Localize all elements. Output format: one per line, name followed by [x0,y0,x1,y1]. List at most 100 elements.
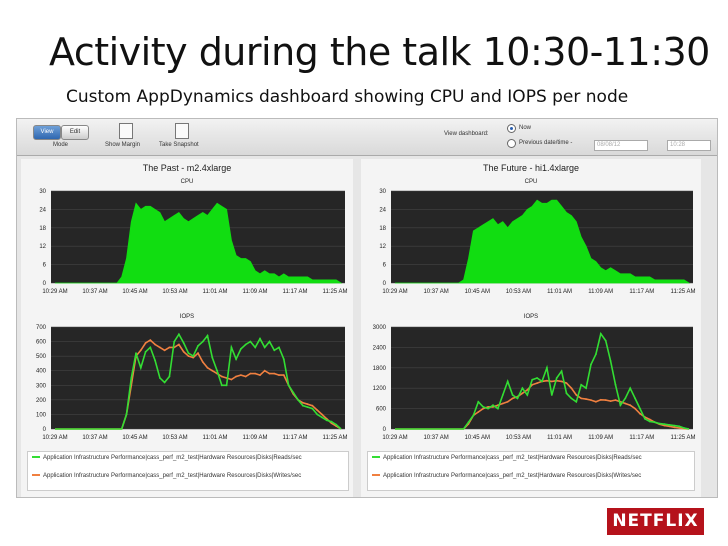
y-tick-label: 12 [39,244,46,250]
data-point-reads [570,397,573,400]
data-point-reads [678,425,681,428]
x-tick-label: 11:25 AM [323,435,348,441]
data-point-writes [178,343,180,346]
data-point-writes [511,397,514,400]
data-point-reads [178,333,180,336]
y-tick-label: 3000 [373,325,387,331]
previous-radio[interactable] [507,139,516,148]
legend-swatch-reads [32,456,40,459]
data-point-writes [506,400,509,403]
data-point-reads [306,406,309,408]
legend-item-writes: Application Infrastructure Performance|c… [32,472,301,480]
data-point-writes [321,413,323,416]
data-point-reads [163,381,166,384]
legend-label-reads: Application Infrastructure Performance|c… [383,455,642,461]
data-point-reads [560,370,563,373]
data-point-writes [580,397,583,400]
show-margin-button[interactable]: Show Margin [105,142,141,148]
data-point-reads [536,377,538,379]
data-point-reads [130,377,133,379]
data-point-reads [287,384,290,387]
data-point-writes [639,412,641,415]
data-point-writes [159,346,161,349]
data-point-reads [531,378,534,381]
data-point-writes [211,369,214,372]
data-point-reads [144,350,147,353]
data-point-writes [565,382,568,384]
data-point-reads [168,375,171,378]
data-point-reads [595,353,597,356]
data-point-writes [531,383,534,386]
now-radio[interactable] [507,124,516,133]
data-point-writes [220,375,223,378]
cpu-area [395,199,691,284]
data-point-reads [159,377,161,379]
data-point-reads [211,356,214,359]
legend-item-reads: Application Infrastructure Performance|c… [32,454,302,462]
legend-swatch-writes [372,474,380,477]
data-point-writes [316,409,319,411]
legend-label-reads: Application Infrastructure Performance|c… [43,455,302,461]
data-point-writes [590,399,592,401]
view-button[interactable]: View [33,125,61,140]
data-point-writes [268,372,271,375]
time-field[interactable]: 10:28 [667,140,711,151]
y-tick-label: 400 [36,369,47,375]
data-point-reads [467,421,470,424]
data-point-reads [254,346,257,349]
data-point-writes [139,349,142,352]
view-dashboard-label: View dashboard: [444,131,489,137]
x-tick-label: 11:01 AM [547,435,572,441]
mode-label: Mode [53,142,69,148]
data-point-reads [658,422,661,425]
data-point-reads [302,404,304,407]
y-tick-label: 200 [36,398,47,404]
data-point-reads [182,342,185,344]
data-point-reads [668,424,671,426]
data-point-reads [197,345,199,347]
edit-button[interactable]: Edit [61,125,89,140]
date-field[interactable]: 08/08/12 [594,140,648,151]
x-tick-label: 10:29 AM [382,289,407,295]
data-point-reads [546,366,548,369]
data-point-reads [330,420,333,423]
data-point-reads [511,394,514,396]
data-point-writes [263,369,266,372]
data-point-writes [560,380,563,383]
data-point-reads [629,387,632,390]
data-point-writes [187,355,190,357]
data-point-reads [644,417,646,420]
dashboard-toolbar: View Edit Mode Show Margin Take Snapshot… [17,119,717,156]
x-tick-label: 11:09 AM [243,435,268,441]
data-point-reads [575,400,578,403]
data-point-reads [206,334,209,337]
data-point-reads [216,369,219,372]
data-point-reads [477,400,480,403]
data-point-reads [282,358,285,360]
x-tick-label: 10:37 AM [82,435,107,441]
data-point-reads [639,407,641,410]
data-point-reads [614,383,617,386]
data-point-reads [663,423,666,426]
legend-label-writes: Application Infrastructure Performance|c… [383,473,642,479]
x-tick-label: 10:37 AM [423,289,448,295]
snapshot-icon[interactable] [175,123,189,139]
data-point-reads [580,383,583,386]
data-point-reads [192,355,195,357]
now-label: Now [519,125,532,131]
data-point-writes [249,372,252,375]
data-point-writes [477,411,480,413]
data-point-reads [619,404,622,407]
data-point-reads [230,346,233,349]
data-point-writes [273,372,276,375]
data-point-writes [206,366,209,369]
cpu-chart-past: 0 6 12 18 24 30 10:29 AM 10:37 AM 10:45 AM 10:53 … [39,189,347,295]
data-point-writes [244,375,247,378]
y-tick-label: 18 [379,226,386,232]
data-point-writes [197,352,199,355]
grid-icon[interactable] [119,123,133,139]
take-snapshot-button[interactable]: Take Snapshot [159,142,199,148]
data-point-writes [546,379,548,382]
data-point-writes [306,403,309,406]
data-point-reads [541,380,543,383]
